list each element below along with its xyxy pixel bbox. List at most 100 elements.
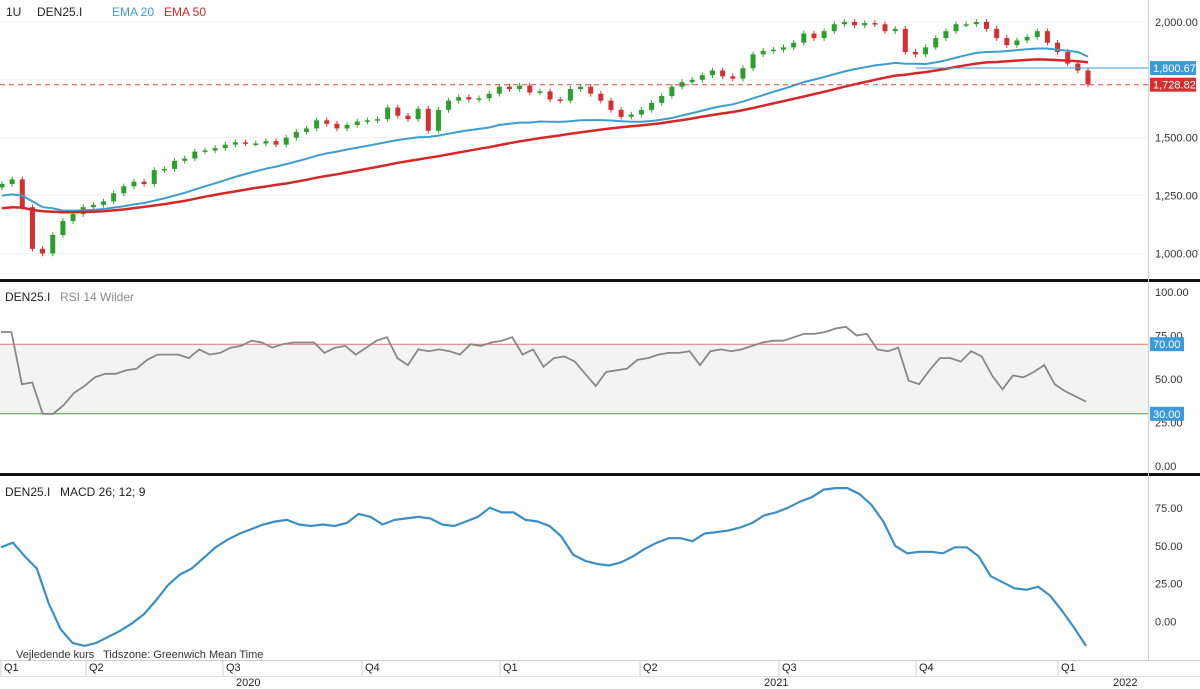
instrument-label: DEN25.I [37,5,82,19]
time-axis[interactable]: Q1 Q2 Q3 Q4 Q1 Q2 Q3 Q4 Q1 2020 2021 2022 [0,660,1137,689]
candle-body [364,120,370,122]
candle-body [730,76,736,79]
quarter-label: Q4 [365,662,380,674]
rsi-oversold-label: 30.00 [1153,409,1181,421]
year-label: 2021 [764,677,788,689]
candle-body [679,82,685,87]
quarter-label: Q1 [4,662,19,674]
horizontal-level-badge [1150,61,1196,76]
candle-body [141,181,147,184]
candle-body [669,86,675,96]
candle-body [334,123,340,129]
candle-body [973,21,979,25]
candle-body [628,114,634,117]
candle-body [740,68,746,79]
candle-body [446,100,452,110]
candle-body [405,115,411,120]
candle-body [415,108,421,120]
candle-body [1004,38,1010,46]
candle-body [314,120,320,129]
candle-body [638,109,644,115]
timeframe-label[interactable]: 1U [6,5,21,19]
candle-body [100,201,106,205]
candle-body [222,144,228,149]
candle-body [811,33,817,39]
candle-body [994,28,1000,39]
candle-body [882,24,888,32]
candle-body [1024,36,1030,41]
last-price-label: 1,728.82 [1153,80,1196,92]
candle-body [283,137,289,145]
macd-line [0,487,1087,648]
macd-pane[interactable]: 0.00 25.00 50.00 75.00 [0,487,1183,648]
candle-body [375,119,381,121]
candle-body [567,89,573,101]
macd-indicator-label[interactable]: MACD 26; 12; 9 [60,485,146,499]
candle-body [232,142,238,145]
candle-body [40,248,46,254]
candle-body [324,120,330,124]
ema20-legend[interactable]: EMA 20 [112,5,154,19]
candle-body [872,23,878,25]
price-pane[interactable]: 1,000.00 1,250.00 1,500.00 2,000.00 1,800.67… [0,17,1198,261]
candle-body [344,124,350,129]
candle-body [263,141,269,144]
candle-body [659,96,665,103]
candle-body [172,160,178,169]
candle-body [9,179,15,184]
rsi-line [1,325,1087,415]
candle-body [801,33,807,43]
rsi-tick-label: 100.00 [1155,287,1189,299]
candle-body [527,85,533,93]
candle-body [29,207,35,249]
price-note: Vejledende kurs [16,649,95,661]
candle-body [476,98,482,100]
ema50-legend[interactable]: EMA 50 [164,5,206,19]
candle-body [760,50,766,55]
candle-body [1085,70,1091,85]
candle-body [435,109,441,131]
rsi-tick-label: 0.00 [1155,461,1176,473]
quarter-label: Q1 [1061,662,1076,674]
candle-body [253,143,259,145]
candle-body [1044,31,1050,43]
year-label: 2020 [236,677,260,689]
macd-tick-label: 50.00 [1155,541,1183,553]
candle-body [1075,63,1081,71]
candle-body [486,93,492,99]
candle-body [923,47,929,55]
ema20-line [1,47,1089,212]
candle-body [821,31,827,39]
candle-body [212,148,218,151]
candle-body [456,97,462,101]
candle-body [496,86,502,94]
candle-body [303,128,309,132]
rsi-indicator-label[interactable]: RSI 14 Wilder [60,290,134,304]
candle-body [649,102,655,110]
candle-body [243,142,249,144]
candle-body [933,38,939,48]
candle-body [781,47,787,50]
candle-body [425,108,431,131]
candle-body [354,121,360,125]
candle-body [892,28,898,32]
pane-separator-rsi-macd[interactable] [0,473,1200,476]
timezone-note: Tidszone: Greenwich Mean Time [103,649,263,661]
candle-body [1034,31,1040,37]
candle-body [1014,40,1020,46]
candle-body [1055,42,1061,52]
candle-body [699,75,705,80]
quarter-label: Q1 [503,662,518,674]
price-tick-label: 1,500.00 [1155,133,1198,145]
candle-body [618,109,624,117]
candle-body [121,186,127,194]
quarter-label: Q4 [919,662,934,674]
candle-body [750,54,756,69]
year-label: 2022 [1113,677,1137,689]
candle-body [709,70,715,76]
macd-instrument-label: DEN25.I [5,485,50,499]
pane-separator-price-rsi[interactable] [0,279,1200,282]
candle-body [963,24,969,26]
